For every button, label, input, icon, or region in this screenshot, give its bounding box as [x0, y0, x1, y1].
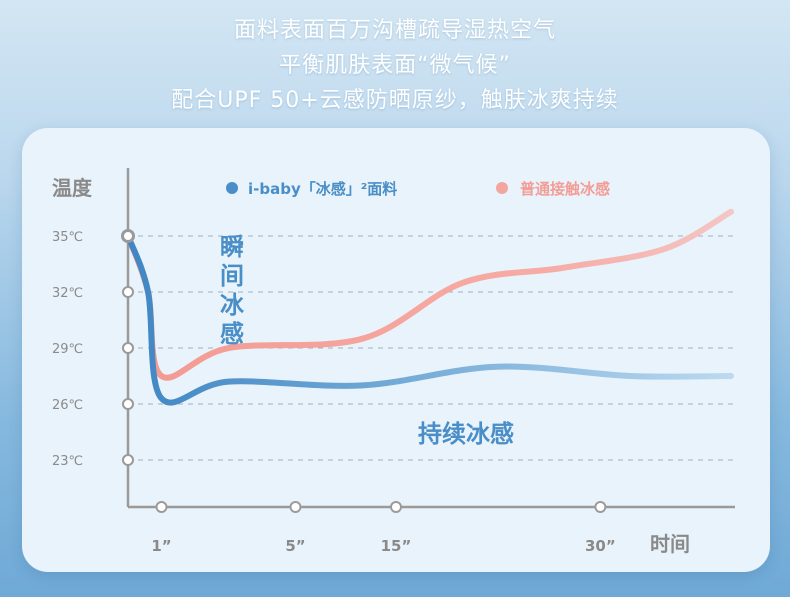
- series-line-normal: [125, 208, 734, 381]
- y-axis-title: 温度: [52, 176, 93, 200]
- legend-label-ibaby: i-baby「冰感」²面料: [248, 180, 397, 198]
- y-tick-label: 23℃: [52, 454, 83, 469]
- annotation-instant-cool: 瞬 间 冰 感: [220, 233, 252, 348]
- y-tick-marker: [122, 230, 134, 242]
- y-tick-marker: [122, 398, 134, 411]
- legend-marker-ibaby: [226, 182, 238, 194]
- y-tick-marker: [122, 454, 134, 467]
- legend-marker-normal: [496, 182, 508, 194]
- x-tick-label: 1”: [151, 537, 171, 555]
- headline-line-1: 面料表面百万沟槽疏导湿热空气: [233, 18, 556, 43]
- series-line-ibaby: [125, 233, 734, 406]
- x-tick-marker: [155, 501, 168, 513]
- x-tick-marker: [390, 501, 402, 513]
- y-tick-label: 35℃: [52, 230, 83, 245]
- x-tick-marker: [594, 501, 607, 513]
- x-tick-label: 15”: [381, 537, 412, 555]
- x-axis-title: 时间: [650, 532, 690, 556]
- headline-line-2: 平衡肌肤表面“微气候”: [279, 53, 511, 78]
- y-tick-marker: [122, 286, 134, 299]
- y-tick-label: 29℃: [52, 342, 83, 357]
- legend-label-normal: 普通接触冰感: [520, 180, 610, 198]
- annotation-lasting-cool: 持续冰感: [418, 420, 514, 448]
- headline-line-3: 配合UPF 50+云感防晒原纱，触肤冰爽持续: [171, 88, 619, 113]
- x-tick-marker: [289, 501, 302, 513]
- chart-card: [22, 128, 770, 572]
- x-tick-label: 5”: [285, 537, 305, 555]
- x-tick-label: 30”: [585, 537, 616, 555]
- y-tick-label: 32℃: [52, 286, 83, 301]
- y-tick-label: 26℃: [52, 398, 83, 413]
- y-tick-marker: [122, 342, 134, 355]
